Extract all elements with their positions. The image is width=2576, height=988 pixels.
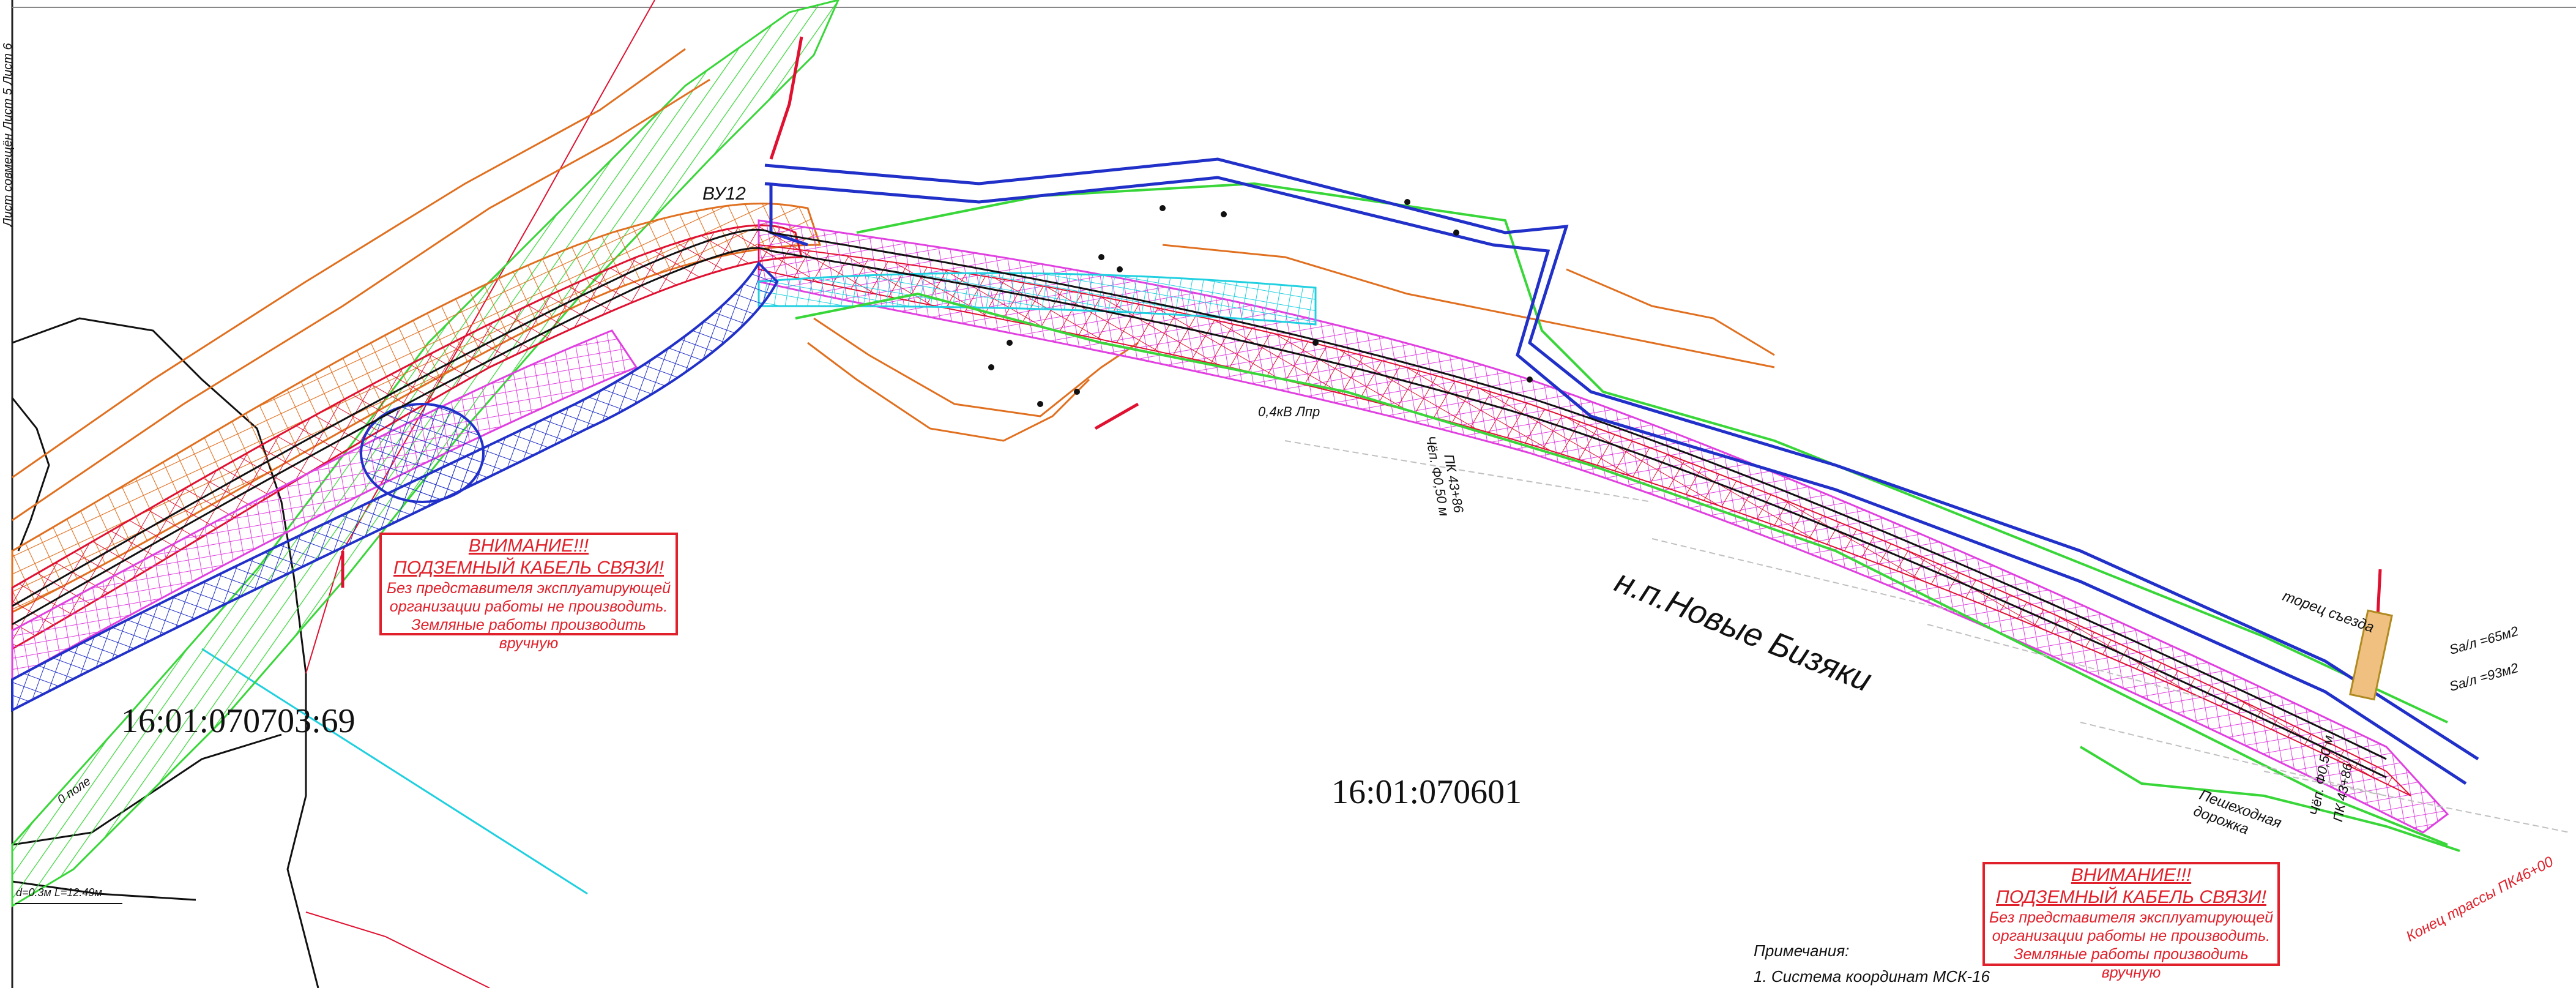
- warning-box-left: ВНИМАНИЕ!!! ПОДЗЕМНЫЙ КАБЕЛЬ СВЯЗИ! Без …: [379, 533, 678, 652]
- cable-label: 0,4кВ Лпр: [1258, 404, 1320, 419]
- centerlines: [12, 228, 2387, 779]
- warning-line-1: Без представителя эксплуатирующей: [1989, 909, 2274, 926]
- warning-title-1: ВНИМАНИЕ!!!: [468, 536, 589, 556]
- grey-pipe-lines: [1284, 440, 2570, 833]
- notes-item-1: 1. Система координат МСК-16: [1754, 967, 1990, 986]
- notes-title: Примечания:: [1754, 941, 1850, 960]
- warning-line-1: Без представителя эксплуатирующей: [386, 580, 671, 597]
- margin-sheet-labels: Лист совмещён Лист 5 Лист 6: [1, 43, 15, 226]
- warning-title-2: ПОДЗЕМНЫЙ КАБЕЛЬ СВЯЗИ!: [393, 558, 664, 578]
- green-outlines: [795, 182, 2460, 852]
- parcel-number-center: 16:01:070601: [1331, 773, 1522, 811]
- warning-title-2: ПОДЗЕМНЫЙ КАБЕЛЬ СВЯЗИ!: [1996, 887, 2266, 907]
- elevation-markers: [988, 199, 1533, 407]
- cyan-line: [201, 648, 588, 895]
- warning-box-right: ВНИМАНИЕ!!! ПОДЗЕМНЫЙ КАБЕЛЬ СВЯЗИ! Без …: [1982, 862, 2280, 981]
- structure-box: [2349, 609, 2393, 701]
- blue-circle-grid: [360, 403, 485, 503]
- warning-line-2: организации работы не производить.: [389, 598, 668, 615]
- scale-label: d=0.3м L=12.49м: [16, 886, 102, 899]
- warning-title-1: ВНИМАНИЕ!!!: [2071, 865, 2192, 885]
- warning-line-3: Земляные работы производить вручную: [2014, 946, 2249, 981]
- blue-band-left: [11, 261, 779, 713]
- vertex-label: ВУ12: [702, 184, 746, 204]
- warning-line-3: Земляные работы производить вручную: [411, 616, 646, 652]
- parcel-number-left: 16:01:070703:69: [121, 702, 356, 740]
- warning-line-2: организации работы не производить.: [1992, 927, 2271, 945]
- orange-contours: [12, 48, 1775, 522]
- magenta-band: [11, 329, 638, 681]
